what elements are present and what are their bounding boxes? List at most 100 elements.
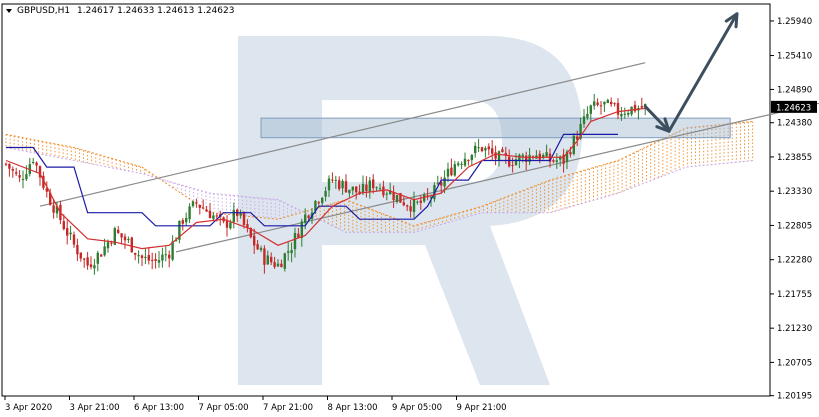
candle-bull [586,113,589,118]
y-tick-label: 1.20705 [777,358,812,368]
candle-bull [144,256,147,258]
candle-bull [300,221,303,239]
zone-rect [260,117,731,139]
candle-bear [140,255,144,258]
candle-bull [259,247,263,250]
y-tick-label: 1.21230 [777,324,812,334]
candle-bear [344,181,348,193]
candle-bull [25,174,28,180]
candle-bear [491,148,494,154]
candle-bull [229,222,232,229]
candle-bear [42,175,45,188]
resistance-zone [260,117,731,139]
candle-bear [409,206,412,212]
candle-bull [521,154,524,157]
candle-bull [161,254,164,261]
candle-bear [242,212,246,225]
candle-bull [341,180,344,189]
candlestick-series [4,93,647,275]
candle-bull [351,186,354,191]
candle-bear [419,200,422,203]
candle-bull [559,156,562,160]
candle-bull [429,197,433,199]
candle-bull [293,232,297,250]
candle-bull [589,105,592,114]
candle-bear [11,169,14,171]
candle-bull [606,99,609,104]
candle-bull [314,200,317,211]
ichimoku-cloud [5,120,755,233]
candle-bear [307,215,310,219]
x-tick-label: 7 Apr 21:00 [263,403,313,413]
candle-bear [52,205,55,213]
candle-bull [378,188,382,190]
candle-bull [55,206,59,214]
candle-bull [287,251,290,253]
candle-bear [208,210,212,219]
current-price-label: 1.24623 [776,103,811,113]
candle-bear [246,224,249,228]
candle-bull [443,177,446,187]
candle-bear [195,202,198,204]
candle-bear [49,192,52,205]
candle-bear [168,254,171,259]
candle-bull [518,154,521,161]
candle-bear [525,155,528,162]
candle-bull [416,201,419,203]
candle-bear [297,233,300,238]
candle-bull [385,193,388,195]
candle-bull [96,252,99,264]
candle-bull [603,101,606,105]
candle-bear [640,106,643,108]
x-tick-label: 8 Apr 13:00 [328,403,378,413]
candle-bear [205,209,208,212]
candle-bear [467,160,470,162]
forecast-arrow-shaft [667,12,739,133]
candle-bull [446,168,450,177]
candle-bear [480,147,484,152]
candle-bull [185,217,188,223]
candle-bear [487,146,490,150]
candle-bear [45,188,48,192]
candle-bull [593,101,596,106]
candle-bull [579,124,582,139]
candle-bear [120,233,123,238]
candle-bull [484,147,487,151]
time-axis: 3 Apr 2020 3 Apr 21:00 6 Apr 13:00 7 Apr 05… [4,396,507,413]
candle-bear [355,186,358,193]
y-tick-label: 1.25940 [777,17,812,27]
candle-bear [76,244,79,255]
candle-bull [321,197,324,204]
candle-bear [406,205,409,207]
candle-bull [627,112,630,115]
senkou-span-a-line [5,120,755,227]
candle-bull [453,164,456,176]
candle-bear [372,179,375,189]
candle-bear [501,149,504,153]
candle-bear [616,103,620,115]
candle-bear [504,152,507,156]
candle-bear [100,254,103,257]
candle-bear [596,102,599,105]
candle-bear [399,193,402,203]
candle-bear [38,166,42,178]
candle-bull [542,155,545,159]
tenkan-sen-line [5,107,646,250]
candle-bull [21,179,25,181]
candle-bear [511,164,514,166]
y-tick-label: 1.23330 [777,187,812,197]
candle-bear [538,153,541,160]
candle-bear [147,255,150,261]
candle-bear [86,257,89,266]
candle-bear [123,236,127,241]
candle-bear [402,202,405,206]
candle-bear [382,186,385,196]
candle-bear [613,103,616,105]
candle-bear [83,258,86,260]
candle-bear [72,234,76,245]
candle-bear [215,215,218,217]
candle-bull [106,242,110,249]
candle-bear [610,101,613,105]
candle-bull [174,239,178,242]
